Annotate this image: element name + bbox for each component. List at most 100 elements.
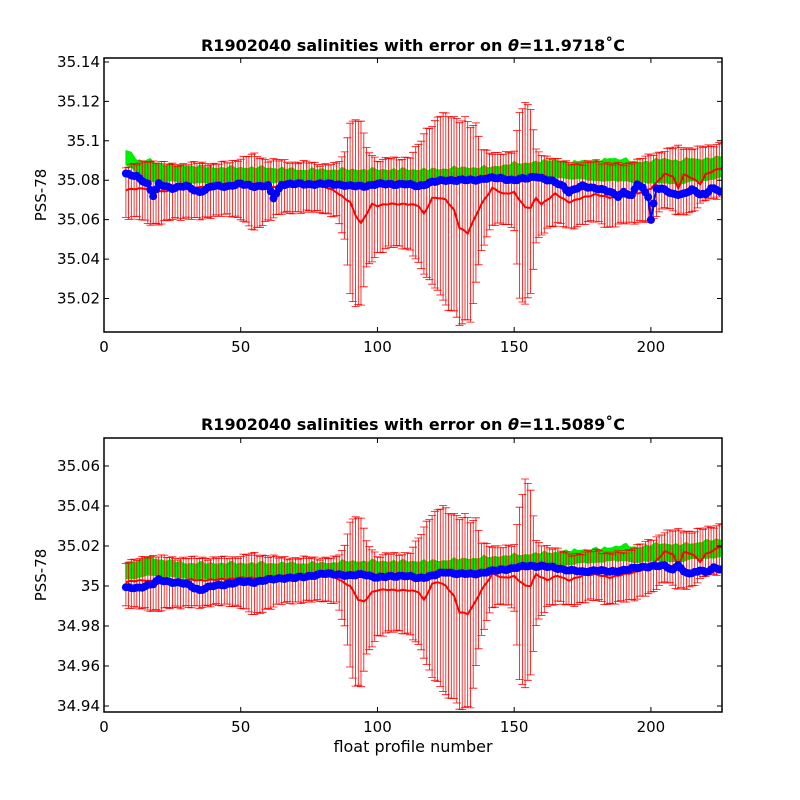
chart-top-title-unit: ˚C <box>605 36 625 55</box>
chart-bottom-float-point <box>718 565 722 574</box>
chart-top-x-ticks: 0 50 100 150 200 <box>99 58 665 356</box>
chart-bottom-error-bars <box>121 478 722 710</box>
chart-bottom-title-unit: ˚C <box>605 415 625 434</box>
chart-top-float-point <box>646 215 655 224</box>
chart-bottom-error-bar <box>368 549 376 648</box>
chart-bottom-error-bar <box>529 515 538 652</box>
chart-bottom-error-bar <box>543 545 551 607</box>
chart-bottom-title-prefix: R1902040 salinities with error on <box>201 415 508 434</box>
chart-top-float-point <box>644 193 653 202</box>
chart-top-title-value: =11.9718 <box>519 36 605 55</box>
chart-top-y-ticks: 35.02 35.04 35.06 35.08 35.1 35.12 35.14 <box>57 53 722 307</box>
chart-top-error-bar <box>655 151 664 213</box>
chart-bottom-error-bar <box>534 542 543 620</box>
chart-top-x-tick-label: 150 <box>500 338 529 356</box>
chart-bottom-y-axis-label: PSS-78 <box>32 549 50 602</box>
chart-bottom-x-ticks: 0 50 100 150 200 <box>99 438 665 736</box>
chart-bottom-title: R1902040 salinities with error on θ=11.5… <box>201 415 625 434</box>
chart-bottom-y-tick-label: 35.02 <box>57 537 100 555</box>
chart-top-y-tick-label: 35.1 <box>67 132 100 150</box>
chart-top-error-bar <box>573 162 582 228</box>
chart-bottom-plot-area <box>121 478 722 710</box>
chart-top-error-bar <box>370 156 379 258</box>
chart-top-y-tick-label: 35.12 <box>57 92 100 110</box>
chart-bottom-axes-box <box>103 437 723 713</box>
chart-top-y-tick-label: 35.02 <box>57 289 100 307</box>
chart-top-error-bar <box>474 135 483 266</box>
chart-bottom-error-bar <box>474 530 483 650</box>
chart-bottom-x-tick-label: 200 <box>637 718 666 736</box>
chart-bottom-x-axis-label: float profile number <box>333 737 493 756</box>
chart-bottom-error-bar <box>389 552 398 633</box>
chart-bottom-error-bar <box>471 517 480 666</box>
chart-top: R1902040 salinities with error on θ=11.9… <box>32 36 723 356</box>
chart-top-x-tick-label: 100 <box>363 338 392 356</box>
chart-top-error-bars <box>121 102 722 326</box>
chart-top-error-bar <box>526 109 535 294</box>
chart-bottom-error-bar <box>138 556 147 609</box>
chart-top-y-tick-label: 35.08 <box>57 171 100 189</box>
chart-top-error-bar <box>368 155 376 263</box>
chart-top-error-bar <box>534 151 543 238</box>
chart-top-axes-box <box>103 57 723 333</box>
chart-top-error-bar <box>543 155 551 229</box>
chart-bottom-error-bar <box>357 517 365 688</box>
chart-top-error-bar <box>357 120 365 306</box>
chart-top-error-bar <box>529 129 538 270</box>
chart-top-x-tick-label: 200 <box>637 338 666 356</box>
chart-bottom-y-tick-label: 34.98 <box>57 617 100 635</box>
chart-top-y-tick-label: 35.04 <box>57 250 100 268</box>
chart-top-plot-area <box>121 102 722 326</box>
chart-top-float-point <box>649 199 658 208</box>
chart-top-float-series <box>121 169 722 224</box>
chart-top-error-bar <box>250 152 259 231</box>
chart-bottom-y-ticks: 34.94 34.96 34.98 35 35.02 35.04 35.06 <box>57 457 722 715</box>
chart-top-title: R1902040 salinities with error on θ=11.9… <box>201 36 625 55</box>
chart-bottom-error-bar <box>523 483 532 681</box>
chart-top-error-bar <box>362 147 371 268</box>
chart-top-error-bar <box>269 158 278 219</box>
chart-bottom-error-bar <box>362 540 371 655</box>
chart-top-error-bar <box>258 157 267 226</box>
chart-top-x-tick-label: 0 <box>99 338 109 356</box>
chart-bottom-error-bar <box>365 546 374 651</box>
chart-bottom-x-tick-label: 0 <box>99 718 109 736</box>
chart-top-error-bar <box>685 147 694 214</box>
chart-top-error-bar <box>523 104 532 299</box>
chart-top-error-bar <box>359 132 368 288</box>
chart-top-float-point <box>152 185 160 194</box>
chart-bottom-x-tick-label: 50 <box>231 718 250 736</box>
chart-bottom-x-tick-label: 100 <box>363 718 392 736</box>
chart-bottom-y-tick-label: 35.04 <box>57 497 100 515</box>
chart-top-theta-symbol: θ <box>508 36 519 55</box>
chart-bottom-error-bar <box>329 555 338 604</box>
chart-top-error-bar <box>389 156 398 248</box>
chart-top-float-point <box>264 181 273 190</box>
chart-bottom-error-bar <box>351 516 360 687</box>
chart-top-title-prefix: R1902040 salinities with error on <box>201 36 508 55</box>
chart-bottom-theta-symbol: θ <box>508 415 519 434</box>
chart-top-y-axis-label: PSS-78 <box>32 169 50 222</box>
chart-top-error-bar <box>718 142 722 196</box>
chart-top-error-bar <box>480 149 489 246</box>
chart-top-error-bar <box>532 148 541 244</box>
chart-bottom-y-tick-label: 34.94 <box>57 697 100 715</box>
chart-bottom-error-bar <box>359 527 368 672</box>
chart-bottom-error-bar <box>685 530 694 588</box>
chart-top-error-bar <box>381 157 390 250</box>
chart-bottom-error-bar <box>532 540 541 626</box>
chart-bottom-error-bar <box>521 478 530 689</box>
chart-top-float-point <box>718 187 722 196</box>
chart-top-error-bar <box>482 149 491 238</box>
chart-top-y-tick-label: 35.14 <box>57 53 100 71</box>
chart-bottom-error-line <box>125 545 722 616</box>
chart-bottom: R1902040 salinities with error on θ=11.5… <box>32 415 723 756</box>
chart-top-error-bar <box>537 155 546 236</box>
chart-top-error-bar <box>521 102 530 305</box>
chart-bottom-y-tick-label: 34.96 <box>57 657 100 675</box>
chart-bottom-float-series <box>121 561 722 594</box>
chart-top-error-bar <box>261 159 270 222</box>
chart-bottom-error-bar <box>198 556 207 608</box>
